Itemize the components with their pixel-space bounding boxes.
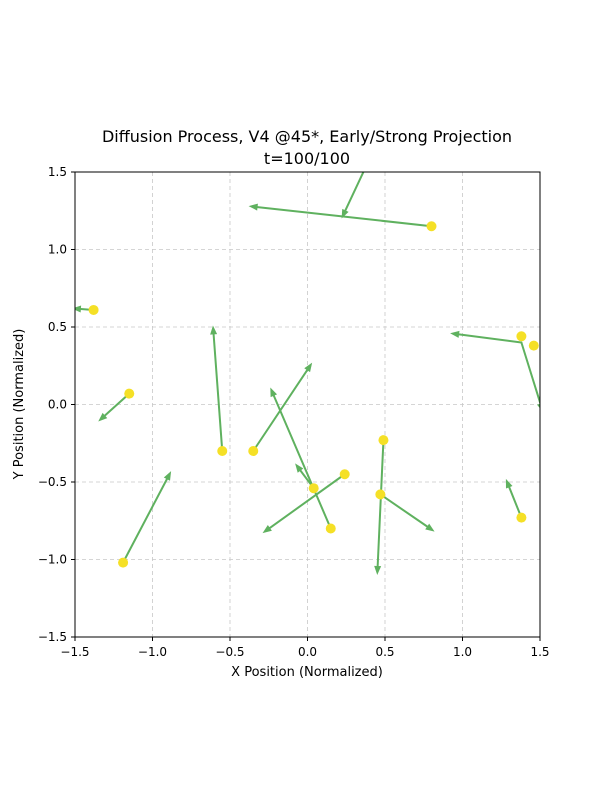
x-tick-label: 1.5 (530, 645, 549, 659)
x-axis-ticks: −1.5 −1.0 −0.5 0.0 0.5 1.0 1.5 (60, 637, 550, 659)
particle-point (516, 512, 527, 523)
particle-point (88, 304, 99, 315)
y-tick-label: −1.5 (38, 630, 67, 644)
vector-arrow (341, 172, 365, 219)
vector-shaft (379, 493, 429, 528)
vector-shaft (376, 439, 385, 568)
vector-head (505, 478, 513, 489)
chart-subtitle: t=100/100 (264, 149, 350, 168)
vector-arrow (270, 387, 332, 530)
vector-arrow (252, 362, 313, 452)
vector-shaft (272, 394, 332, 530)
vector-head (304, 362, 313, 373)
vector-arrow (450, 330, 523, 344)
plot-area (75, 172, 540, 575)
vector-head (210, 325, 218, 335)
vector-arrow (210, 325, 224, 452)
vector-shaft (212, 333, 224, 452)
particle-points (88, 221, 539, 568)
y-tick-label: 1.0 (48, 243, 67, 257)
vector-head (425, 523, 435, 532)
particle-point (516, 331, 527, 342)
vector-head (341, 208, 349, 219)
vector-head (450, 330, 460, 338)
x-tick-label: −1.5 (60, 645, 89, 659)
vector-arrow (248, 203, 433, 228)
vector-shaft (520, 341, 540, 405)
y-tick-label: −0.5 (38, 475, 67, 489)
vector-arrow (505, 478, 523, 519)
vector-arrow (262, 473, 346, 534)
vector-head (75, 305, 82, 313)
vector-arrow (379, 493, 435, 532)
vector-shaft (508, 486, 523, 519)
particle-point (118, 557, 129, 568)
y-axis-ticks: −1.5 −1.0 −0.5 0.0 0.5 1.0 1.5 (38, 165, 75, 644)
y-tick-label: 0.0 (48, 398, 67, 412)
particle-point (378, 435, 389, 446)
particle-point (248, 446, 259, 456)
vector-arrow (374, 439, 385, 575)
x-tick-label: 0.5 (375, 645, 394, 659)
particle-point (339, 469, 350, 480)
x-tick-label: 0.0 (298, 645, 317, 659)
vector-head (295, 463, 304, 473)
x-tick-label: 1.0 (453, 645, 472, 659)
vector-arrow (520, 341, 540, 409)
vector-head (248, 203, 258, 211)
vector-head (537, 403, 540, 409)
vector-head (98, 412, 108, 422)
vector-shaft (458, 333, 523, 344)
y-tick-label: −1.0 (38, 553, 67, 567)
particle-point (308, 483, 319, 494)
y-axis-label: Y Position (Normalized) (12, 329, 27, 481)
vector-shaft (344, 172, 365, 212)
particle-point (217, 446, 228, 456)
vector-head (163, 471, 172, 481)
particle-point (528, 340, 539, 351)
vector-arrow (98, 392, 131, 422)
particle-point (325, 523, 336, 534)
particle-point (124, 388, 135, 399)
vector-shaft (268, 473, 346, 529)
vector-shaft (122, 478, 168, 564)
chart-title: Diffusion Process, V4 @45*, Early/Strong… (102, 127, 512, 146)
vector-head (374, 565, 382, 575)
vector-shaft (103, 392, 131, 417)
x-tick-label: −0.5 (215, 645, 244, 659)
particle-point (426, 221, 437, 232)
x-axis-label: X Position (Normalized) (231, 665, 383, 680)
grid (74, 171, 541, 638)
vector-head (270, 387, 278, 398)
vector-shaft (256, 206, 433, 228)
x-tick-label: −1.0 (138, 645, 167, 659)
y-tick-label: 1.5 (48, 165, 67, 179)
particle-point (375, 489, 386, 500)
vector-head (262, 525, 272, 534)
y-tick-label: 0.5 (48, 320, 67, 334)
vector-arrow (122, 471, 172, 564)
vector-field (75, 172, 540, 575)
